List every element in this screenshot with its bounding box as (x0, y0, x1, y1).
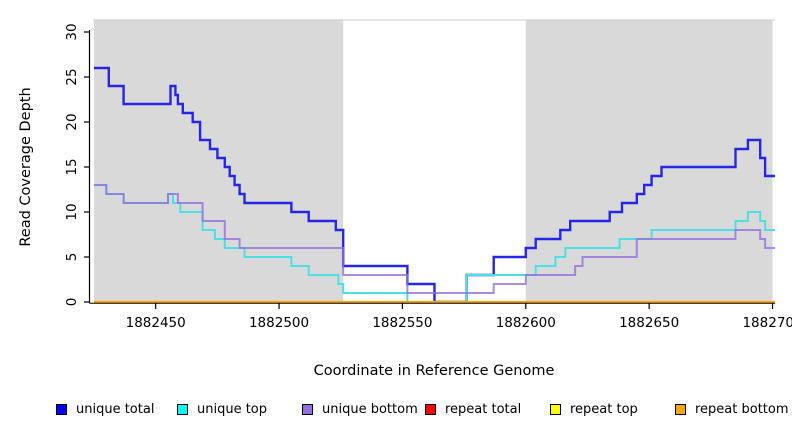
legend-swatch-unique-bottom (302, 403, 313, 415)
y-axis-label: Read Coverage Depth (18, 87, 34, 246)
y-tick-label: 10 (64, 203, 80, 220)
x-tick-label: 1882550 (372, 315, 432, 331)
legend-label: unique bottom (322, 401, 418, 417)
legend-item-unique-top: unique top (177, 399, 267, 419)
y-tick-label: 5 (64, 253, 80, 262)
y-tick-label: 0 (64, 298, 80, 307)
y-tick-label: 15 (64, 158, 80, 175)
legend-item-repeat-top: repeat top (550, 399, 638, 419)
x-axis-label: Coordinate in Reference Genome (314, 363, 555, 379)
x-tick-label: 1882450 (126, 315, 186, 331)
shaded-region (525, 20, 773, 303)
shaded-regions (93, 19, 775, 303)
axes: 0 5 10 15 20 25 30 1882450 1882500 1882550 1882600… (64, 23, 792, 331)
series-unique-bottom (94, 184, 775, 294)
legend-item-repeat-bottom: repeat bottom (675, 399, 789, 419)
plot-svg: 0 5 10 15 20 25 30 1882450 1882500 1882550 1882600… (18, 19, 792, 379)
legend-item-unique-total: unique total (56, 399, 154, 419)
legend-item-repeat-total: repeat total (425, 399, 521, 419)
legend-item-unique-bottom: unique bottom (302, 399, 418, 419)
x-tick-label: 1882600 (496, 315, 556, 331)
legend-label: unique total (76, 401, 155, 417)
series-lines (94, 66, 775, 304)
legend-swatch-repeat-total (425, 403, 436, 415)
legend-label: unique top (197, 401, 268, 417)
x-tick-label: 1882500 (249, 315, 309, 331)
legend-label: repeat total (445, 401, 522, 417)
shaded-region (93, 20, 344, 303)
legend-swatch-unique-total (56, 403, 67, 415)
y-tick-label: 30 (64, 23, 80, 40)
legend-swatch-unique-top (177, 403, 188, 415)
legend-label: repeat bottom (695, 401, 789, 417)
y-tick-label: 25 (64, 68, 80, 85)
x-tick-label: 1882700 (742, 315, 792, 331)
legend-swatch-repeat-bottom (675, 403, 686, 415)
y-tick-label: 20 (64, 113, 80, 130)
legend-swatch-repeat-top (550, 403, 561, 415)
legend: unique total unique top unique bottom re… (0, 399, 792, 425)
series-unique-top (94, 184, 775, 303)
legend-label: repeat top (570, 401, 638, 417)
x-tick-label: 1882650 (619, 315, 679, 331)
